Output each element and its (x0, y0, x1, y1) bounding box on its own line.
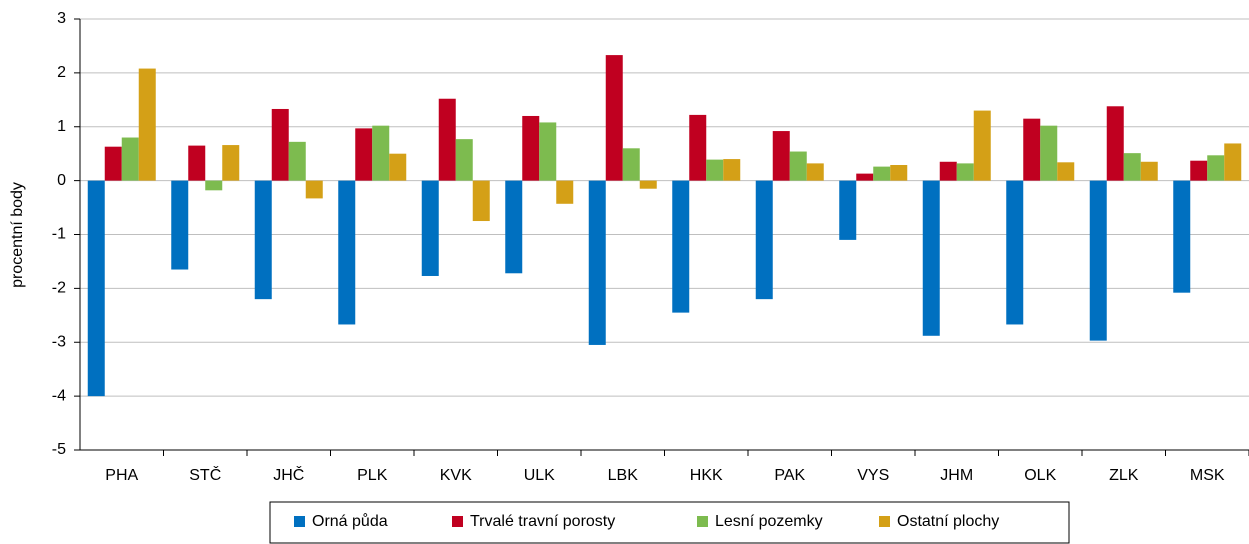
bar (706, 159, 724, 181)
bar (1106, 106, 1124, 181)
bar (171, 180, 189, 270)
y-tick-label: -4 (52, 387, 66, 404)
legend-label: Trvalé travní porosty (470, 513, 615, 530)
legend-swatch (879, 516, 890, 527)
bar (1089, 180, 1107, 341)
bar (956, 163, 974, 181)
legend-label: Lesní pozemky (715, 513, 823, 530)
bar (689, 114, 707, 181)
bar (1190, 160, 1208, 181)
bar (806, 163, 824, 181)
bar (87, 180, 105, 397)
bar (922, 180, 940, 336)
x-tick-label: MSK (1190, 467, 1225, 484)
bar (605, 55, 623, 181)
x-tick-label: JHČ (273, 465, 304, 484)
bar (755, 180, 773, 300)
x-tick-label: JHM (940, 467, 973, 484)
bar (505, 180, 523, 274)
x-tick-label: OLK (1024, 467, 1056, 484)
bar (588, 180, 606, 345)
y-tick-label: -3 (52, 333, 66, 350)
x-tick-label: HKK (690, 467, 723, 484)
legend-label: Orná půda (312, 512, 388, 530)
legend-swatch (697, 516, 708, 527)
bar (1173, 180, 1191, 293)
x-tick-label: PHA (105, 467, 138, 484)
y-tick-label: 0 (57, 172, 66, 189)
bar (1140, 161, 1158, 181)
bar (338, 180, 356, 325)
bar (372, 125, 390, 181)
bar (455, 139, 473, 181)
bar (723, 159, 741, 181)
bar (539, 122, 557, 181)
legend-label: Ostatní plochy (897, 513, 999, 530)
x-tick-label: LBK (608, 467, 639, 484)
bar (305, 180, 323, 199)
bar (639, 180, 657, 189)
bar (1057, 162, 1075, 181)
bar (205, 180, 223, 191)
bar (222, 145, 240, 181)
bar (1006, 180, 1024, 325)
bar (1123, 153, 1141, 181)
y-tick-label: -1 (52, 226, 66, 243)
bar (839, 180, 857, 240)
bar (622, 148, 640, 181)
bar (1207, 155, 1225, 181)
bar (856, 173, 874, 181)
legend-swatch (452, 516, 463, 527)
x-tick-label: PAK (774, 467, 805, 484)
y-tick-label: -5 (52, 441, 66, 458)
bar (522, 115, 540, 181)
bar (556, 180, 574, 204)
bar (121, 137, 139, 181)
legend-swatch (294, 516, 305, 527)
y-axis-label: procentní body (9, 182, 26, 288)
bar (104, 146, 122, 181)
bar (772, 131, 790, 181)
bar (188, 145, 206, 181)
bar (939, 161, 957, 181)
bar (890, 165, 908, 181)
y-tick-label: -2 (52, 280, 66, 297)
bar (1040, 125, 1058, 181)
bar (1023, 118, 1041, 181)
y-tick-label: 1 (57, 118, 66, 135)
bar (1224, 143, 1242, 181)
bar (138, 68, 156, 181)
bar (789, 151, 807, 181)
bar (873, 166, 891, 181)
x-tick-label: VYS (857, 467, 889, 484)
x-tick-label: ZLK (1109, 467, 1139, 484)
bar (438, 98, 456, 181)
legend-box (269, 501, 1070, 544)
bar (672, 180, 690, 313)
y-tick-label: 2 (57, 64, 66, 81)
x-tick-label: KVK (440, 467, 472, 484)
x-tick-label: PLK (357, 467, 388, 484)
y-tick-label: 3 (57, 10, 66, 27)
bar (254, 180, 272, 300)
x-tick-label: ULK (524, 467, 555, 484)
x-tick-label: STČ (189, 465, 221, 484)
bar (973, 110, 991, 181)
bar (271, 108, 289, 181)
bar (389, 153, 407, 181)
bar (355, 128, 373, 181)
bar (288, 141, 306, 181)
bar (421, 180, 439, 276)
bar (472, 180, 490, 222)
